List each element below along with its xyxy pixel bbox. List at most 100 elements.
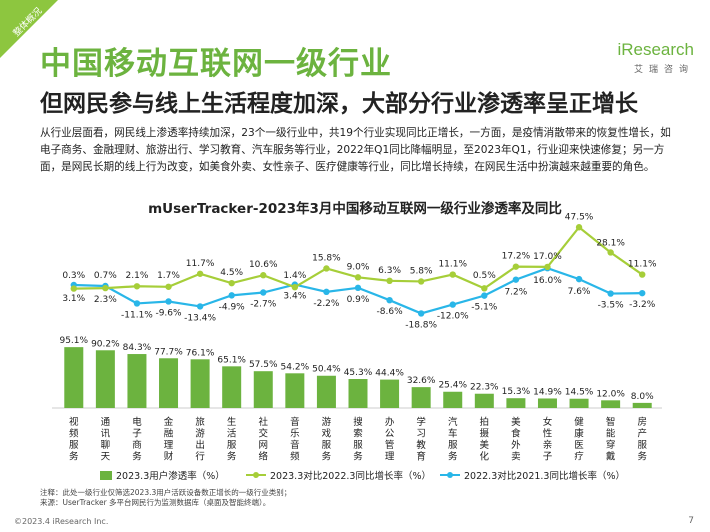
bar-9	[348, 379, 368, 408]
series-2022-label-3: -9.6%	[155, 308, 182, 318]
series-2022-point-13	[481, 292, 488, 299]
series-2023-label-7: 1.4%	[283, 271, 306, 281]
series-2023-point-10	[386, 277, 393, 285]
category-label-15: 女性亲子	[543, 416, 553, 463]
series-2022-point-12	[449, 301, 456, 308]
series-2022-label-17: -3.5%	[598, 301, 625, 311]
series-2022-label-16: 7.6%	[568, 287, 591, 297]
bar-11	[411, 387, 431, 408]
category-label-11: 学习教育	[416, 416, 426, 463]
series-2022-point-2	[133, 300, 141, 307]
bar-4	[190, 359, 210, 408]
series-2023-label-18: 11.1%	[628, 260, 657, 270]
category-label-0: 视频服务	[69, 416, 79, 463]
series-2022-point-6	[260, 289, 267, 296]
corner-tag	[0, 0, 58, 58]
legend-bar-label: 2023.3用户渗透率（%）	[116, 470, 225, 482]
series-2023-label-6: 10.6%	[249, 260, 278, 270]
series-2022-label-11: -18.8%	[405, 320, 437, 330]
series-2023-point-18	[639, 271, 646, 278]
series-2023-label-14: 17.2%	[502, 252, 531, 262]
chart-title: mUserTracker-2023年3月中国移动互联网一级行业渗透率及同比	[148, 201, 562, 217]
bar-10	[380, 379, 400, 408]
series-2022-point-3	[165, 298, 172, 305]
series-2023-point-13	[481, 285, 488, 292]
bar-label-13: 22.3%	[470, 383, 499, 393]
category-label-1: 通讯聊天	[101, 417, 111, 463]
bar-15	[537, 398, 557, 408]
bar-1	[95, 350, 115, 408]
category-label-6: 社交网络	[259, 416, 269, 463]
bar-label-11: 32.6%	[407, 376, 436, 386]
category-label-5: 生活服务	[227, 416, 237, 463]
bar-label-16: 14.5%	[565, 388, 594, 398]
series-2022-point-10	[386, 296, 393, 304]
page-title: 中国移动互联网一级行业	[40, 46, 392, 82]
series-2023-label-0: 0.3%	[62, 271, 85, 281]
bar-label-0: 95.1%	[59, 336, 88, 346]
series-2023-label-17: 28.1%	[596, 238, 625, 248]
category-label-4: 旅游出行	[195, 416, 205, 463]
legend-2023-label: 2023.3对比2022.3同比增长率（%）	[270, 470, 431, 482]
bar-12	[443, 391, 463, 408]
bar-14	[506, 398, 526, 408]
bar-label-8: 50.4%	[312, 365, 341, 375]
bar-18	[632, 402, 652, 408]
series-2023-point-0	[70, 285, 77, 292]
series-2022-label-1: 2.3%	[94, 295, 117, 305]
logo-sub-text: 艾瑞咨询	[633, 65, 694, 75]
bar-13	[474, 393, 494, 408]
series-2023-label-3: 1.7%	[157, 271, 180, 281]
bar-label-18: 8.0%	[631, 392, 654, 402]
iresearch-logo: iResearch 艾瑞咨询	[617, 40, 694, 75]
series-2022-label-18: -3.2%	[629, 300, 656, 310]
bar-6	[253, 371, 273, 408]
series-2023-point-11	[417, 278, 425, 285]
category-label-17: 智能穿戴	[606, 416, 616, 463]
category-label-18: 房产服务	[637, 416, 647, 463]
series-2022-point-16	[575, 275, 583, 283]
series-2022-point-11	[417, 310, 425, 317]
series-2022-label-0: 3.1%	[62, 294, 85, 304]
series-2022-label-10: -8.6%	[377, 307, 404, 317]
series-2022-point-14	[512, 276, 520, 283]
series-2023-point-4	[196, 270, 204, 277]
bar-2	[127, 354, 147, 408]
bar-label-10: 44.4%	[375, 369, 404, 379]
series-2023-label-11: 5.8%	[410, 266, 433, 276]
copyright: ©2023.4 iResearch Inc.	[14, 517, 109, 526]
category-label-12: 汽车服务	[448, 416, 458, 463]
series-2023-label-13: 0.5%	[473, 271, 496, 281]
series-2022-point-8	[323, 288, 330, 296]
series-2023-point-1	[102, 284, 109, 292]
legend-2023-swatch-dot	[253, 472, 259, 478]
series-2022-point-5	[228, 292, 235, 299]
page-number: 7	[688, 516, 694, 526]
series-2023-point-12	[449, 271, 456, 278]
series-2022-point-4	[196, 303, 204, 310]
bar-label-17: 12.0%	[596, 389, 625, 399]
series-2022-point-17	[607, 290, 614, 297]
bar-7	[285, 373, 305, 408]
bar-label-6: 57.5%	[249, 360, 278, 370]
category-label-8: 游戏服务	[322, 416, 332, 463]
series-2022-label-15: 16.0%	[533, 276, 562, 286]
series-2023-point-9	[354, 274, 362, 281]
bar-label-15: 14.9%	[533, 387, 562, 397]
bar-label-3: 77.7%	[154, 347, 183, 357]
series-2022-label-12: -12.0%	[437, 312, 469, 322]
series-2022-label-8: -2.2%	[313, 299, 340, 309]
body-paragraph: 从行业层面看，网民线上渗透率持续加深，23个一级行业中，共19个行业实现同比正增…	[40, 127, 671, 173]
series-2023-label-5: 4.5%	[220, 268, 243, 278]
series-2022-label-4: -13.4%	[184, 313, 216, 323]
page-subtitle: 但网民参与线上生活程度加深，大部分行业渗透率呈正增长	[40, 91, 638, 117]
series-2023-point-3	[165, 283, 172, 290]
legend-bar-swatch	[100, 471, 112, 480]
footnote: 注释：此处一级行业仅筛选2023.3用户活跃设备数正增长的一级行业类别； 来源：…	[40, 488, 291, 508]
footnote-note: 注释：此处一级行业仅筛选2023.3用户活跃设备数正增长的一级行业类别；	[40, 488, 292, 497]
category-label-13: 拍摄美化	[480, 416, 490, 463]
series-2023-point-16	[575, 224, 583, 231]
series-2022-point-9	[354, 284, 362, 292]
series-2023-point-8	[323, 265, 330, 272]
